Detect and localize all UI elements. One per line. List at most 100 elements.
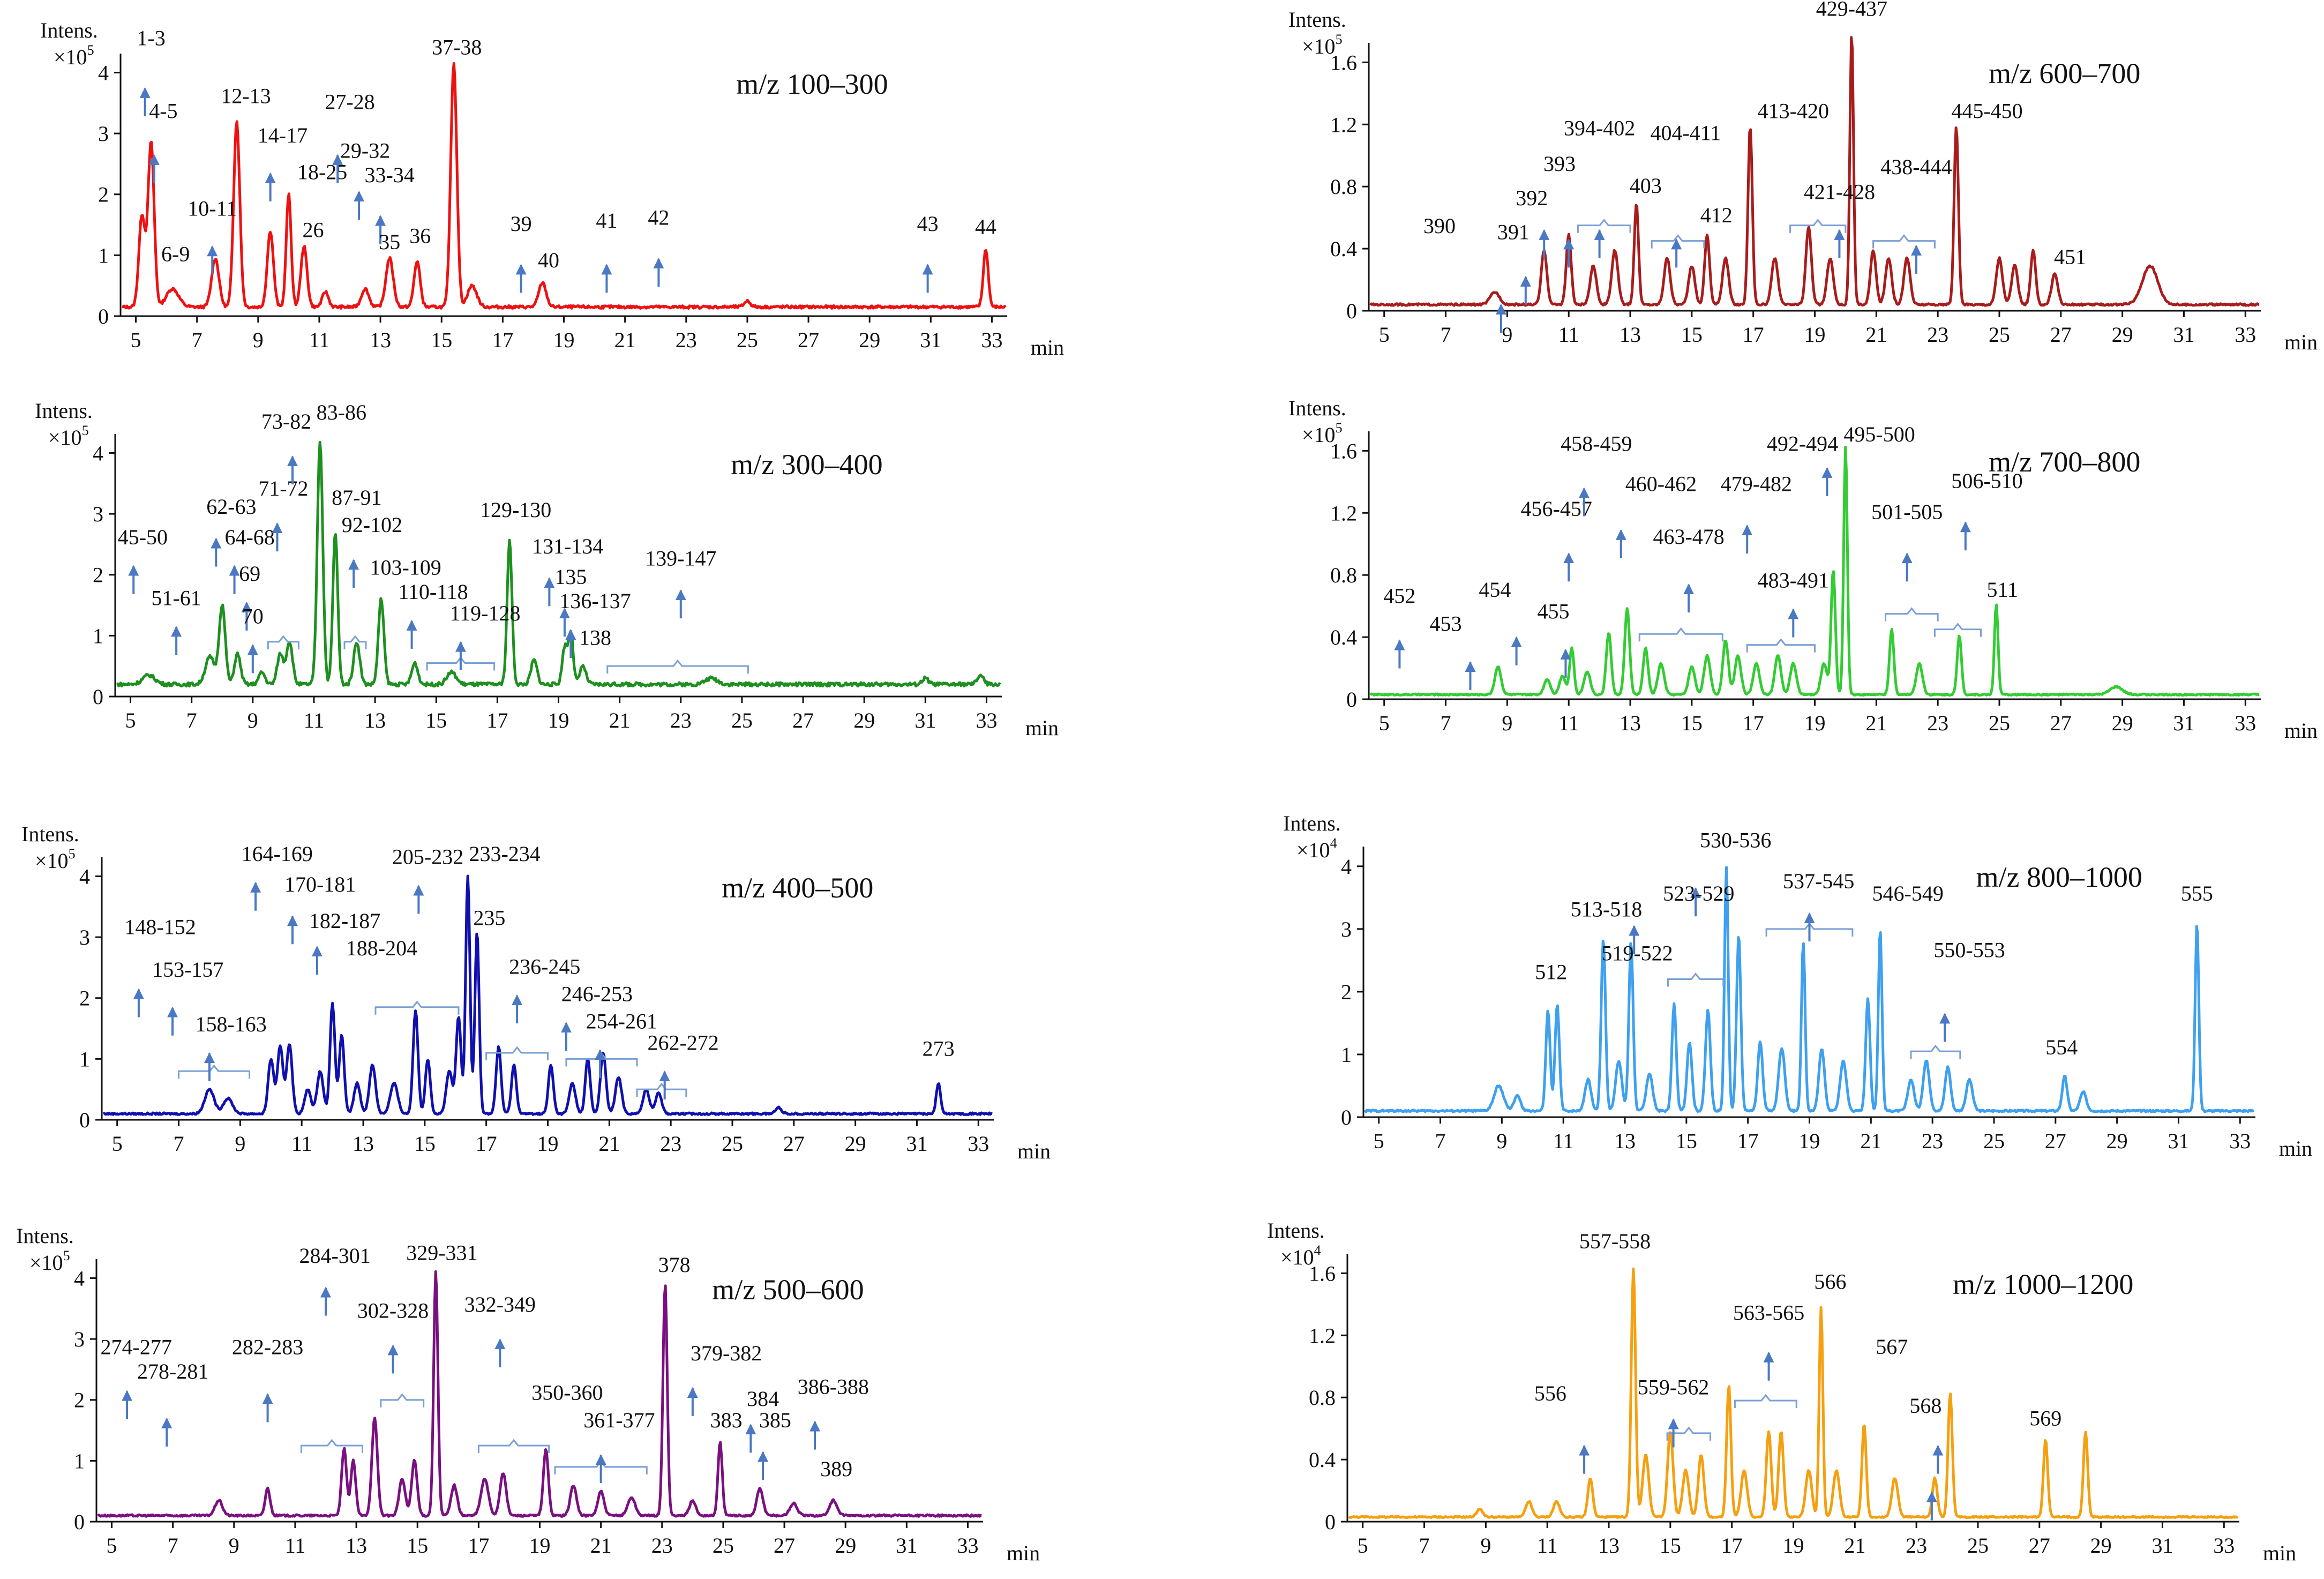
peak-label: 460-462 xyxy=(1625,472,1697,496)
x-tick-label: 9 xyxy=(235,1132,245,1156)
peak-label: 1-3 xyxy=(137,26,165,50)
chart-panel-5: 5 7 9 11 13 15 17 19 21 23 25 27 29 31 33 min 0 0.4 0.8 1.2… xyxy=(1288,0,2318,354)
x-tick-label: 15 xyxy=(431,328,452,352)
peak-label: 453 xyxy=(1430,612,1462,636)
x-tick-label: 7 xyxy=(174,1132,184,1156)
x-tick-label: 9 xyxy=(1502,323,1512,347)
peak-label: 455 xyxy=(1537,599,1569,623)
peak-label: 537-545 xyxy=(1783,869,1854,893)
peak-label: 69 xyxy=(239,562,260,586)
x-tick-label: 31 xyxy=(2173,711,2194,735)
peak-label: 495-500 xyxy=(1843,422,1915,446)
peak-label: 511 xyxy=(1986,578,2018,602)
peak-label: 568 xyxy=(1909,1394,1941,1418)
y-axis-label: Intens. xyxy=(16,1224,74,1248)
y-tick-label: 0 xyxy=(1341,1105,1352,1129)
peak-label: 569 xyxy=(2029,1406,2061,1430)
peak-group-bracket xyxy=(1885,607,1939,622)
x-tick-label: 17 xyxy=(1743,711,1764,735)
peak-label: 136-137 xyxy=(559,589,631,613)
x-axis-label: min xyxy=(2263,1541,2296,1565)
x-tick-label: 27 xyxy=(783,1132,805,1156)
y-tick-label: 1.2 xyxy=(1309,1323,1336,1348)
x-tick-label: 21 xyxy=(1860,1129,1881,1153)
y-tick-label: 2 xyxy=(74,1388,85,1412)
x-tick-label: 5 xyxy=(1379,711,1390,735)
y-tick-label: 0 xyxy=(1325,1510,1336,1534)
peak-label: 361-377 xyxy=(583,1408,655,1432)
x-tick-label: 17 xyxy=(1743,323,1764,347)
x-tick-label: 19 xyxy=(548,708,569,732)
peak-label: 71-72 xyxy=(258,476,308,500)
x-tick-label: 27 xyxy=(798,328,819,352)
y-axis-unit: ×105 xyxy=(1302,420,1343,447)
chart-panel-3: 5 7 9 11 13 15 17 19 21 23 25 27 29 31 33 min01234Inten… xyxy=(21,822,1051,1163)
y-tick-label: 3 xyxy=(79,925,90,949)
peak-group-bracket xyxy=(1666,1426,1711,1441)
x-tick-label: 31 xyxy=(896,1533,917,1558)
y-tick-label: 1.2 xyxy=(1330,501,1357,525)
peak-label: 119-128 xyxy=(450,601,521,625)
x-tick-label: 11 xyxy=(1558,323,1579,347)
x-tick-label: 5 xyxy=(1358,1533,1368,1558)
x-tick-label: 31 xyxy=(914,708,936,732)
peak-group-bracket xyxy=(380,1393,425,1408)
peak-label: 332-349 xyxy=(464,1292,536,1316)
y-axis-label: Intens. xyxy=(1288,8,1346,32)
x-tick-label: 13 xyxy=(1614,1129,1636,1153)
y-tick-label: 1 xyxy=(98,243,109,267)
peak-label: 479-482 xyxy=(1721,472,1792,496)
peak-label: 421-428 xyxy=(1804,179,1875,204)
x-tick-label: 5 xyxy=(1374,1129,1384,1153)
peak-label: 278-281 xyxy=(137,1359,208,1383)
chromatogram-trace xyxy=(102,874,993,1116)
peak-label: 14-17 xyxy=(258,123,308,147)
y-axis-unit: ×105 xyxy=(29,1248,70,1275)
x-tick-label: 27 xyxy=(2045,1129,2066,1153)
x-tick-label: 25 xyxy=(1989,711,2010,735)
y-axis-exponent: 5 xyxy=(1336,32,1343,47)
y-tick-label: 4 xyxy=(93,441,103,465)
peak-group-bracket xyxy=(178,1064,251,1079)
peak-label: 87-91 xyxy=(332,485,381,510)
panel-title: m/z 500–600 xyxy=(712,1274,864,1306)
y-axis-unit: ×105 xyxy=(48,423,89,450)
peak-label: 384 xyxy=(747,1387,779,1411)
x-tick-label: 25 xyxy=(737,328,758,352)
x-tick-label: 33 xyxy=(2229,1129,2251,1153)
y-axis-exponent: 5 xyxy=(69,846,76,862)
x-tick-label: 15 xyxy=(1681,323,1703,347)
x-tick-label: 19 xyxy=(1804,711,1826,735)
x-tick-label: 7 xyxy=(186,708,197,732)
x-tick-label: 13 xyxy=(353,1132,374,1156)
x-tick-label: 17 xyxy=(1721,1533,1743,1558)
peak-label: 29-32 xyxy=(340,139,390,163)
peak-label: 170-181 xyxy=(284,872,356,896)
peak-group-bracket xyxy=(267,635,299,649)
y-tick-label: 0 xyxy=(74,1510,85,1534)
x-axis-label: min xyxy=(1017,1139,1051,1163)
peak-label: 456-457 xyxy=(1521,497,1592,521)
peak-group-bracket xyxy=(1638,627,1723,642)
x-axis-label: min xyxy=(2279,1136,2312,1161)
x-tick-label: 21 xyxy=(598,1132,620,1156)
x-tick-label: 19 xyxy=(1799,1129,1820,1153)
peak-label: 188-204 xyxy=(346,936,417,960)
y-axis-label: Intens. xyxy=(35,399,93,423)
peak-label: 37-38 xyxy=(432,35,482,59)
peak-label: 262-272 xyxy=(647,1030,718,1054)
y-tick-label: 0 xyxy=(1346,687,1357,712)
x-tick-label: 31 xyxy=(2151,1533,2173,1558)
y-tick-label: 1.6 xyxy=(1330,439,1357,463)
peak-label: 389 xyxy=(820,1457,852,1481)
peak-label: 110-118 xyxy=(398,580,468,604)
peak-label: 554 xyxy=(2045,1035,2078,1059)
x-axis-label: min xyxy=(1031,335,1064,360)
peak-label: 412 xyxy=(1700,203,1733,227)
peak-label: 483-491 xyxy=(1758,568,1829,592)
peak-label: 26 xyxy=(303,218,324,242)
x-tick-label: 29 xyxy=(845,1132,866,1156)
y-axis-unit: ×104 xyxy=(1296,835,1337,862)
x-tick-label: 17 xyxy=(468,1533,489,1558)
peak-label: 404-411 xyxy=(1650,121,1721,145)
